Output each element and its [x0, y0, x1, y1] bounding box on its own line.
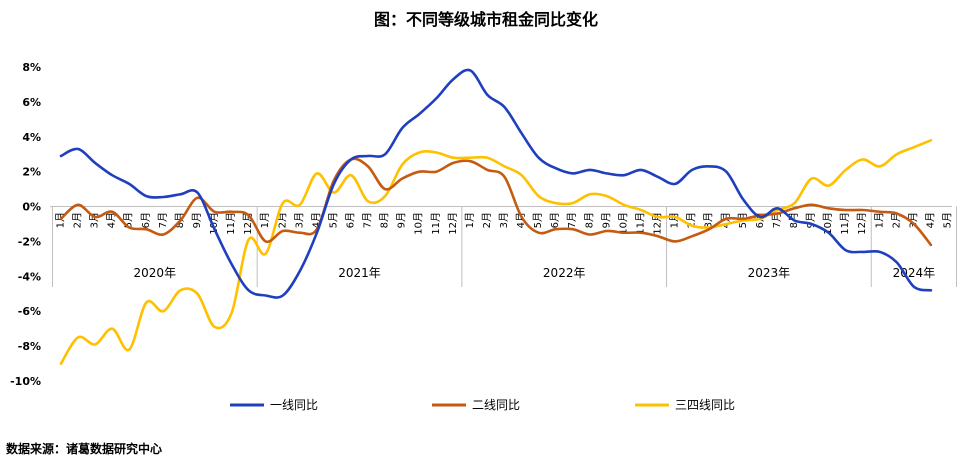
month-tick-label: 9月 — [396, 212, 408, 228]
legend-label: 一线同比 — [270, 398, 318, 412]
y-tick-label: -4% — [18, 270, 41, 283]
month-tick-label: 1月 — [873, 212, 885, 228]
y-tick-label: -10% — [10, 375, 41, 388]
month-tick-label: 10月 — [413, 212, 425, 235]
month-tick-label: 6月 — [140, 212, 152, 228]
month-tick-label: 9月 — [600, 212, 612, 228]
month-tick-label: 2月 — [276, 212, 288, 228]
month-tick-label: 2月 — [481, 212, 493, 228]
y-tick-label: -8% — [18, 340, 41, 353]
month-tick-label: 11月 — [634, 212, 646, 235]
y-tick-label: 0% — [22, 201, 41, 214]
y-tick-label: -6% — [18, 305, 41, 318]
month-tick-label: 5月 — [942, 212, 954, 228]
month-tick-label: 2月 — [890, 212, 902, 228]
month-tick-label: 4月 — [515, 212, 527, 228]
month-tick-label: 7月 — [566, 212, 578, 228]
month-tick-label: 8月 — [583, 212, 595, 228]
year-label: 2024年 — [893, 266, 936, 280]
month-tick-label: 10月 — [208, 212, 220, 235]
legend-label: 二线同比 — [472, 398, 520, 412]
month-tick-label: 3月 — [498, 212, 510, 228]
month-tick-label: 3月 — [703, 212, 715, 228]
y-tick-label: 4% — [22, 131, 41, 144]
month-tick-label: 4月 — [924, 212, 936, 228]
year-label: 2023年 — [748, 266, 791, 280]
month-tick-label: 11月 — [225, 212, 237, 235]
source-note: 数据来源：诸葛数据研究中心 — [6, 442, 163, 456]
month-tick-label: 5月 — [327, 212, 339, 228]
month-tick-label: 12月 — [447, 212, 459, 235]
year-label: 2021年 — [338, 266, 381, 280]
month-tick-label: 5月 — [532, 212, 544, 228]
y-tick-label: 6% — [22, 96, 41, 109]
y-tick-label: -2% — [18, 235, 41, 248]
series-line-3 — [59, 139, 933, 365]
series-line-1 — [59, 68, 933, 299]
year-label: 2020年 — [134, 266, 177, 280]
month-tick-label: 10月 — [617, 212, 629, 235]
month-tick-label: 6月 — [549, 212, 561, 228]
month-tick-label: 7月 — [362, 212, 374, 228]
month-tick-label: 3月 — [293, 212, 305, 228]
month-tick-label: 7月 — [771, 212, 783, 228]
month-tick-label: 1月 — [464, 212, 476, 228]
month-tick-label: 11月 — [430, 212, 442, 235]
series-line-2 — [59, 157, 933, 247]
y-tick-label: 8% — [22, 61, 41, 74]
month-tick-label: 2月 — [72, 212, 84, 228]
chart-title: 图：不同等级城市租金同比变化 — [373, 10, 598, 29]
y-tick-label: 2% — [22, 166, 41, 179]
month-tick-label: 12月 — [856, 212, 868, 235]
month-tick-label: 11月 — [839, 212, 851, 235]
month-tick-label: 4月 — [106, 212, 118, 228]
month-tick-label: 1月 — [669, 212, 681, 228]
year-label: 2022年 — [543, 266, 586, 280]
month-tick-label: 3月 — [907, 212, 919, 228]
legend-label: 三四线同比 — [675, 398, 735, 412]
month-tick-label: 1月 — [259, 212, 271, 228]
month-tick-label: 6月 — [344, 212, 356, 228]
month-tick-label: 9月 — [191, 212, 203, 228]
month-tick-label: 8月 — [379, 212, 391, 228]
month-tick-label: 7月 — [157, 212, 169, 228]
